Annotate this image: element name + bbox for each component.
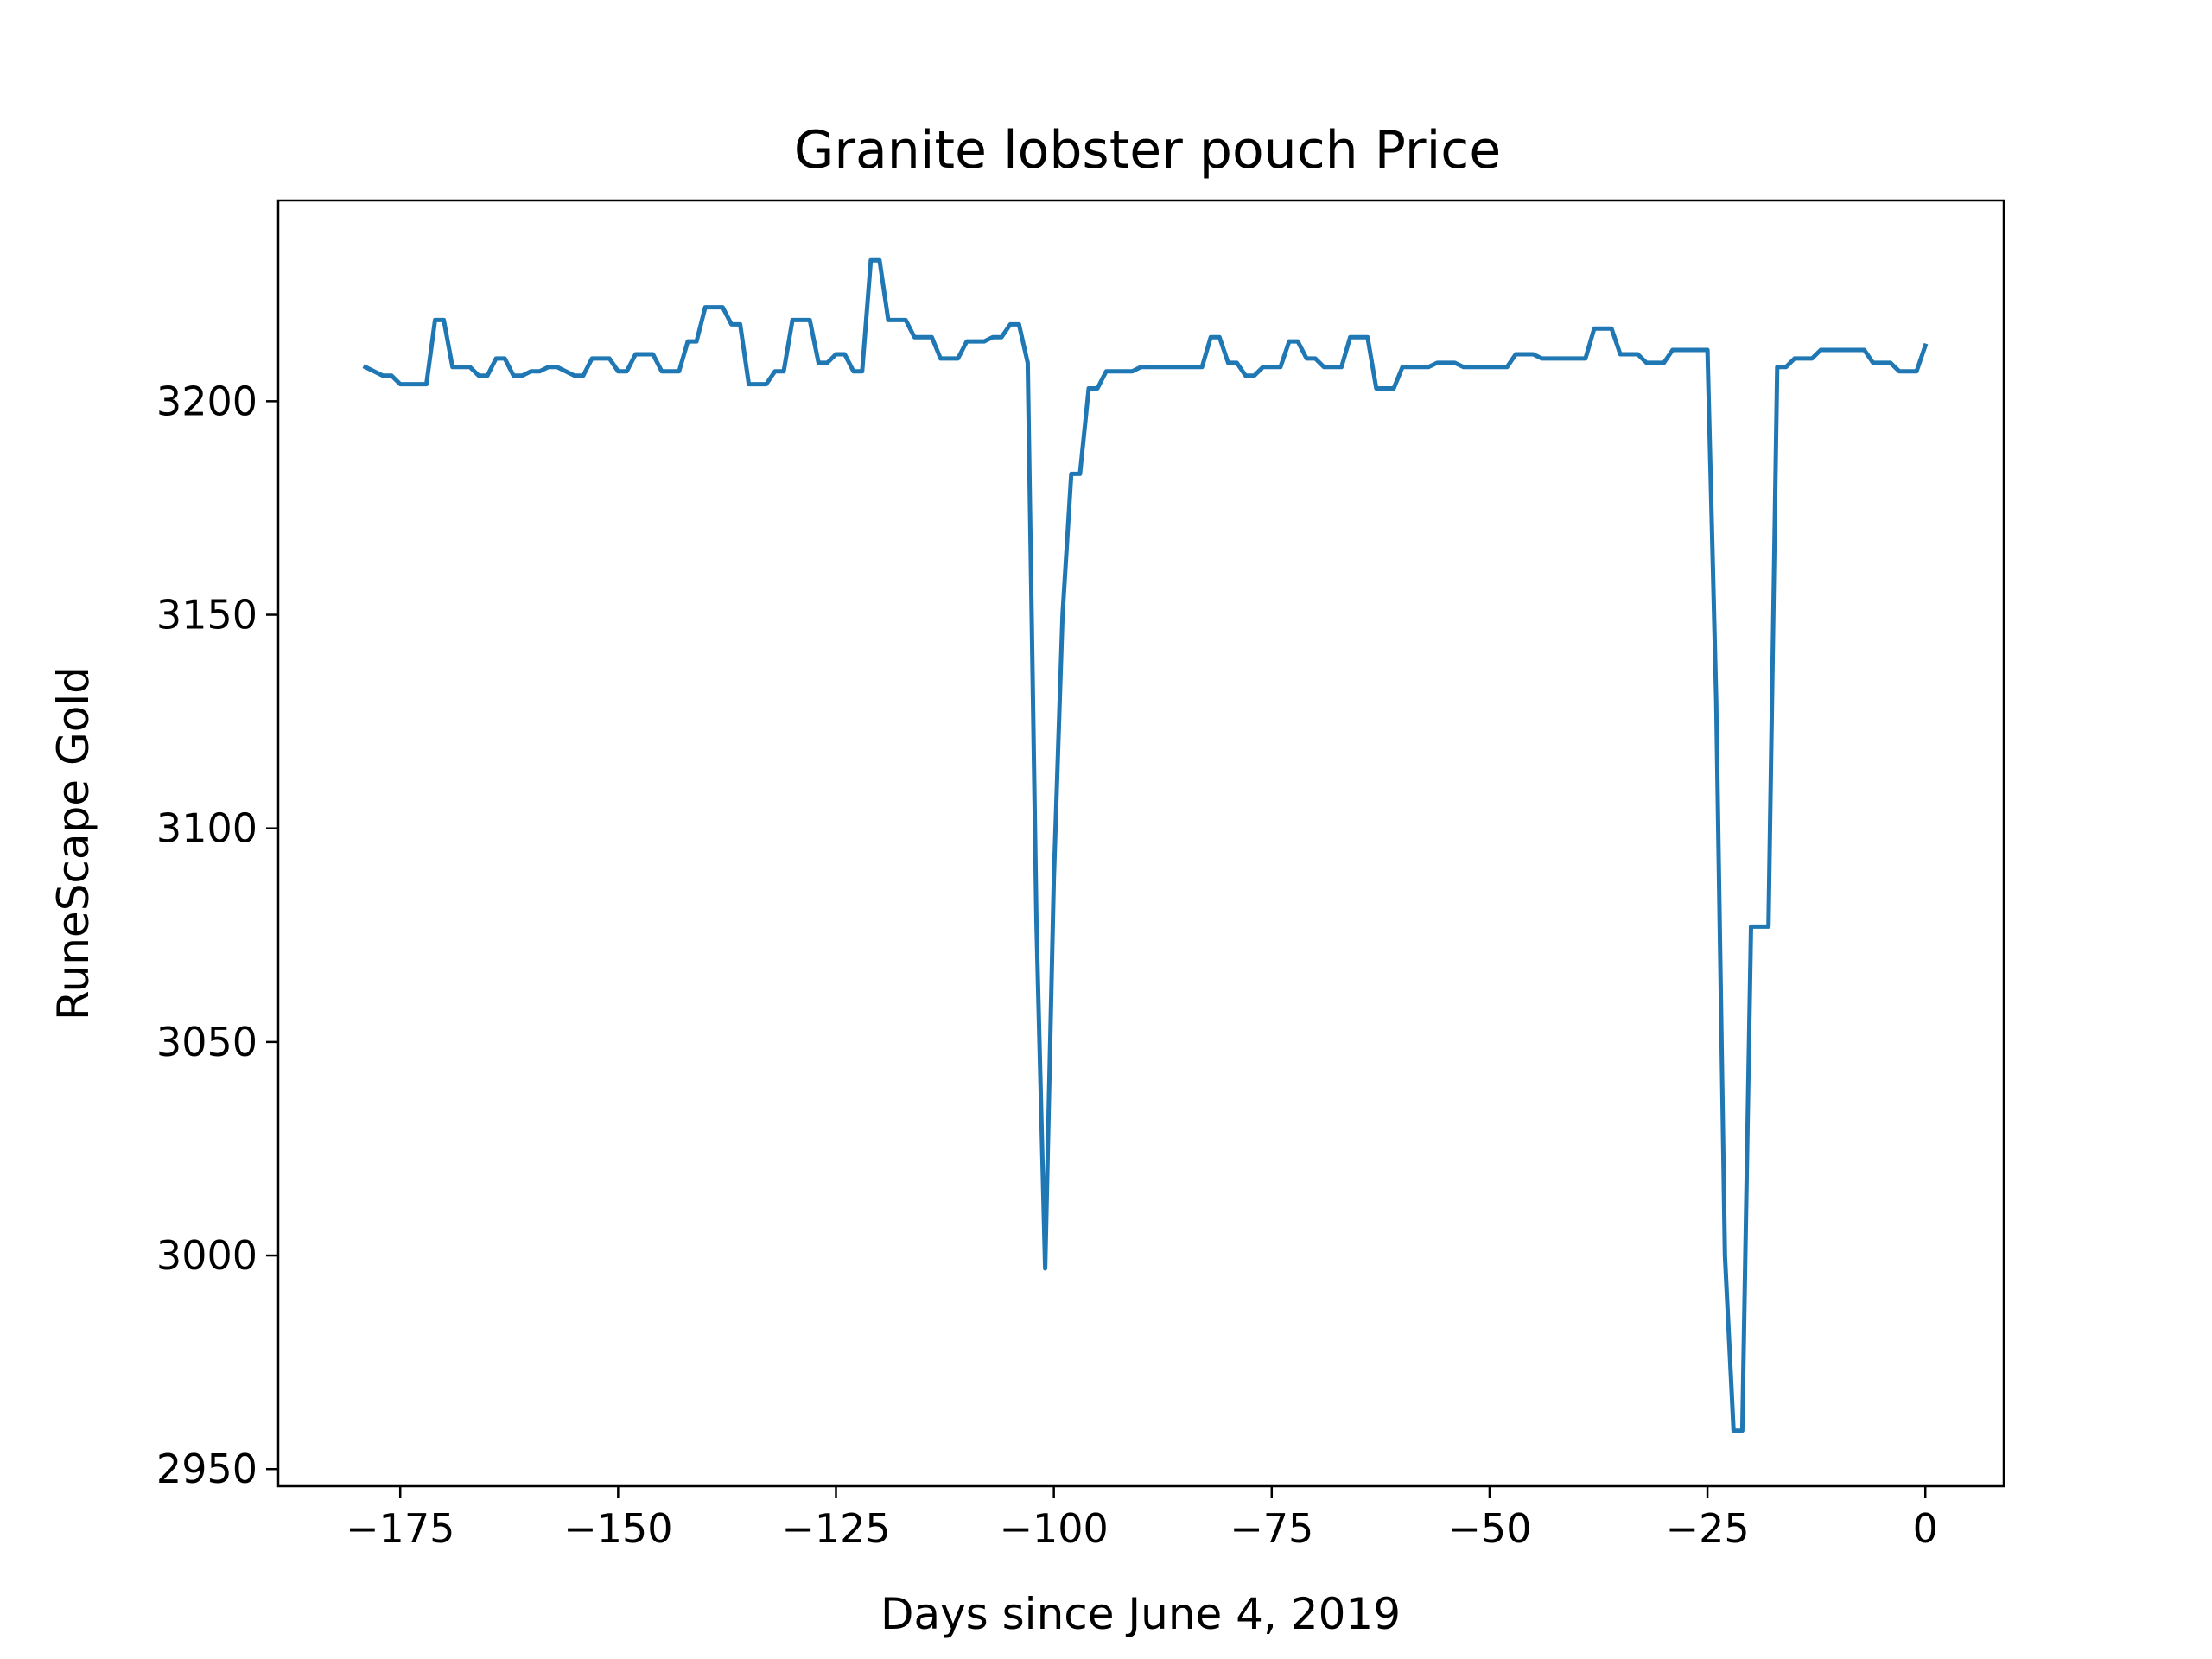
y-tick-label: 3100 xyxy=(156,805,257,852)
series-group xyxy=(362,257,1929,1433)
x-tick-label: 0 xyxy=(1913,1505,1938,1552)
x-axis-label: Days since June 4, 2019 xyxy=(880,1589,1401,1639)
x-tick-label: −125 xyxy=(781,1505,890,1552)
y-tick-label: 3000 xyxy=(156,1232,257,1279)
x-tick-label: −75 xyxy=(1230,1505,1313,1552)
y-tick-label: 3050 xyxy=(156,1019,257,1065)
x-tick-label: −175 xyxy=(346,1505,454,1552)
y-tick-label: 3150 xyxy=(156,592,257,639)
price-series-line xyxy=(362,257,1929,1433)
x-tick-label: −25 xyxy=(1666,1505,1750,1552)
y-axis-label: RuneScape Gold xyxy=(48,666,99,1020)
chart-title: Granite lobster pouch Price xyxy=(794,120,1501,181)
y-axis: 2950 3000 3050 3100 3150 3200 xyxy=(156,378,278,1492)
x-tick-label: −50 xyxy=(1447,1505,1531,1552)
x-axis: −175 −150 −125 −100 −75 −50 −25 0 xyxy=(346,1486,1938,1552)
x-tick-label: −150 xyxy=(563,1505,672,1552)
plot-area xyxy=(276,199,2005,1488)
y-tick-label: 3200 xyxy=(156,378,257,424)
x-tick-label: −100 xyxy=(999,1505,1108,1552)
y-tick-label: 2950 xyxy=(156,1446,257,1492)
